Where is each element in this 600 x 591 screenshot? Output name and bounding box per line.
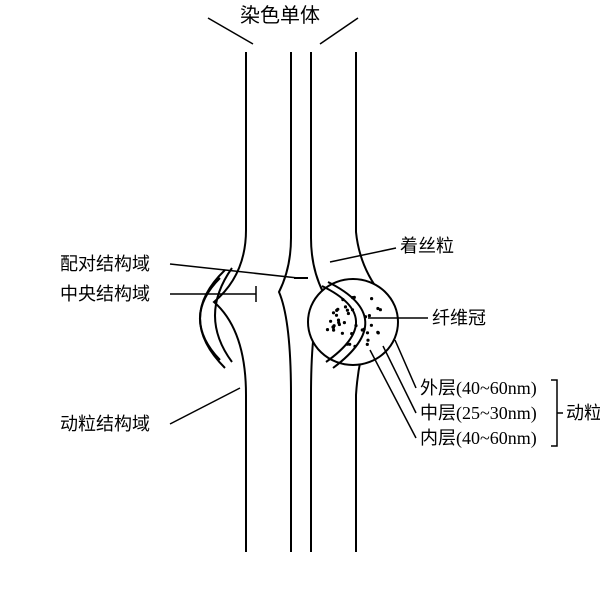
label-middle-layer: 中层(25~30nm) [420, 403, 537, 424]
label-kinetochore: 动粒 [566, 403, 600, 423]
title-chromatid: 染色单体 [240, 4, 320, 27]
label-centromere: 着丝粒 [400, 236, 454, 256]
label-central-domain: 中央结构域 [60, 284, 150, 304]
label-outer-layer: 外层(40~60nm) [420, 378, 537, 399]
label-inner-layer: 内层(40~60nm) [420, 428, 537, 449]
label-corona: 纤维冠 [432, 308, 486, 328]
label-pairing-domain: 配对结构域 [60, 254, 150, 274]
label-kinetochore-domain: 动粒结构域 [60, 414, 150, 434]
